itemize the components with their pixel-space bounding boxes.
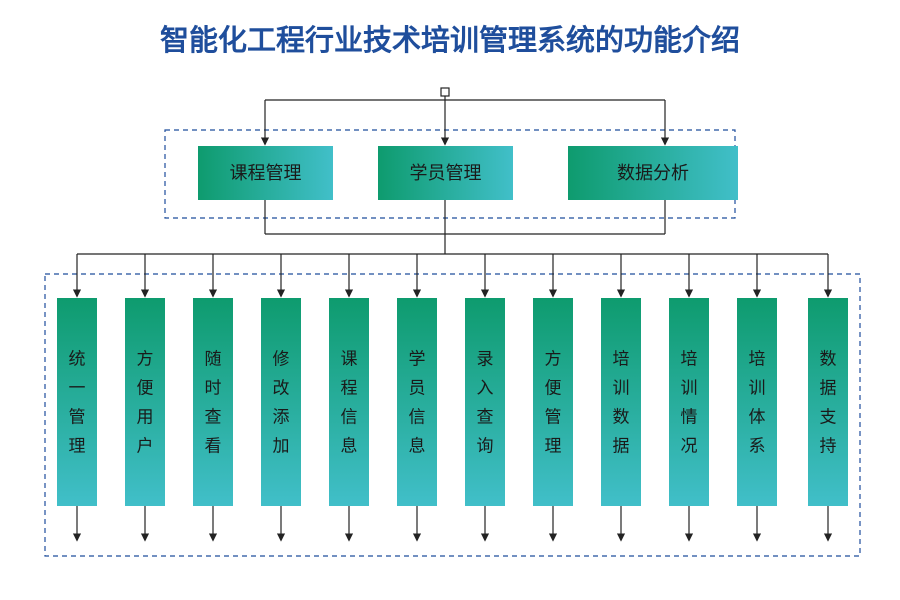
bottom-box xyxy=(465,298,505,506)
top-box-label: 课程管理 xyxy=(230,163,302,183)
bottom-box xyxy=(329,298,369,506)
bottom-box xyxy=(737,298,777,506)
bottom-box xyxy=(261,298,301,506)
bottom-box xyxy=(533,298,573,506)
bottom-box xyxy=(601,298,641,506)
bottom-box xyxy=(193,298,233,506)
bottom-box xyxy=(57,298,97,506)
bottom-box xyxy=(397,298,437,506)
bottom-box xyxy=(125,298,165,506)
top-box-label: 学员管理 xyxy=(410,163,482,183)
page-title: 智能化工程行业技术培训管理系统的功能介绍 xyxy=(160,23,740,57)
top-box-label: 数据分析 xyxy=(617,163,689,183)
bottom-box xyxy=(808,298,848,506)
bottom-box xyxy=(669,298,709,506)
